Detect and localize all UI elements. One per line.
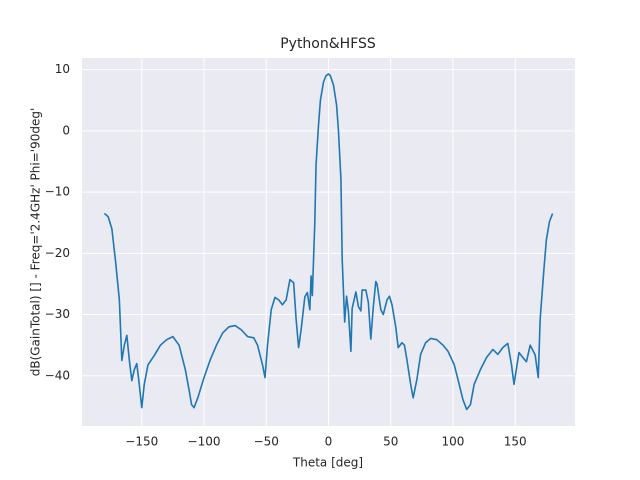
x-tick-label: 100	[442, 435, 465, 449]
y-tick-label: −20	[45, 246, 70, 260]
y-axis-label: dB(GainTotal) [] - Freq='2.4GHz' Phi='90…	[29, 108, 43, 377]
x-tick-label: −100	[188, 435, 221, 449]
x-tick-label: 0	[325, 435, 333, 449]
x-tick-label: −150	[125, 435, 158, 449]
y-tick-label: −40	[45, 368, 70, 382]
y-tick-label: −30	[45, 307, 70, 321]
chart-title: Python&HFSS	[280, 36, 376, 52]
x-tick-label: −50	[254, 435, 279, 449]
x-axis-label: Theta [deg]	[292, 456, 363, 470]
y-tick-label: −10	[45, 185, 70, 199]
x-tick-label: 150	[504, 435, 527, 449]
y-tick-label: 0	[62, 123, 70, 137]
y-tick-label: 10	[55, 62, 70, 76]
x-tick-label: 50	[383, 435, 398, 449]
line-series	[103, 73, 554, 411]
